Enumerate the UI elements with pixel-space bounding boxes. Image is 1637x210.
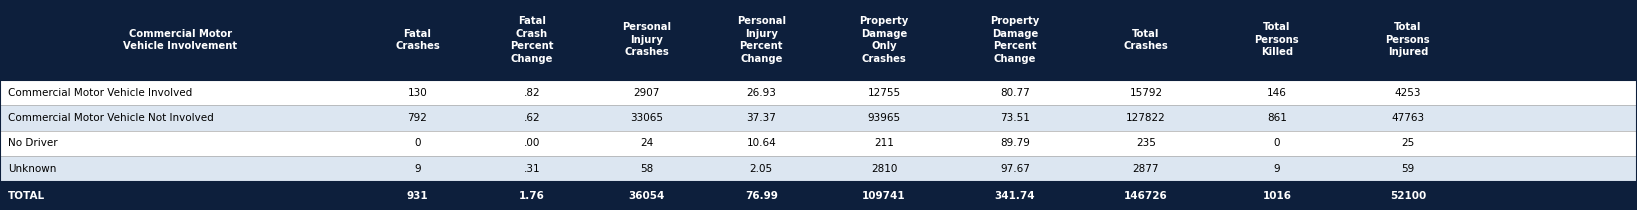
- Text: 792: 792: [408, 113, 427, 123]
- Text: .31: .31: [524, 164, 540, 174]
- Text: 1.76: 1.76: [519, 191, 545, 201]
- Text: 47763: 47763: [1391, 113, 1424, 123]
- Text: 36054: 36054: [629, 191, 665, 201]
- Text: 80.77: 80.77: [1000, 88, 1030, 97]
- Text: 89.79: 89.79: [1000, 138, 1030, 148]
- Text: 58: 58: [640, 164, 653, 174]
- Text: 37.37: 37.37: [746, 113, 776, 123]
- Text: 2907: 2907: [634, 88, 660, 97]
- Text: 235: 235: [1136, 138, 1156, 148]
- Text: 33065: 33065: [630, 113, 663, 123]
- Text: TOTAL: TOTAL: [8, 191, 46, 201]
- FancyBboxPatch shape: [0, 80, 1637, 105]
- Text: No Driver: No Driver: [8, 138, 57, 148]
- Text: Unknown: Unknown: [8, 164, 57, 174]
- Text: Total
Crashes: Total Crashes: [1123, 29, 1169, 51]
- FancyBboxPatch shape: [0, 156, 1637, 182]
- Text: 9: 9: [1274, 164, 1280, 174]
- Text: 1016: 1016: [1262, 191, 1292, 201]
- Text: 0: 0: [414, 138, 421, 148]
- Text: .00: .00: [524, 138, 540, 148]
- Text: 9: 9: [414, 164, 421, 174]
- Text: 93965: 93965: [868, 113, 900, 123]
- Text: 2877: 2877: [1133, 164, 1159, 174]
- Text: 2810: 2810: [871, 164, 897, 174]
- Text: Fatal
Crash
Percent
Change: Fatal Crash Percent Change: [511, 16, 553, 63]
- Text: Commercial Motor Vehicle Not Involved: Commercial Motor Vehicle Not Involved: [8, 113, 214, 123]
- Text: Commercial Motor Vehicle Involved: Commercial Motor Vehicle Involved: [8, 88, 193, 97]
- Text: 146726: 146726: [1125, 191, 1167, 201]
- Text: 0: 0: [1274, 138, 1280, 148]
- Text: 211: 211: [874, 138, 894, 148]
- Text: Property
Damage
Percent
Change: Property Damage Percent Change: [990, 16, 1039, 63]
- Text: 59: 59: [1401, 164, 1414, 174]
- Text: Property
Damage
Only
Crashes: Property Damage Only Crashes: [859, 16, 909, 63]
- Text: .82: .82: [524, 88, 540, 97]
- Text: .62: .62: [524, 113, 540, 123]
- Text: 97.67: 97.67: [1000, 164, 1030, 174]
- Text: 861: 861: [1267, 113, 1287, 123]
- FancyBboxPatch shape: [0, 131, 1637, 156]
- Text: 130: 130: [408, 88, 427, 97]
- Text: 4253: 4253: [1395, 88, 1421, 97]
- Text: 2.05: 2.05: [750, 164, 773, 174]
- Text: Commercial Motor
Vehicle Involvement: Commercial Motor Vehicle Involvement: [123, 29, 237, 51]
- Text: 109741: 109741: [863, 191, 905, 201]
- Text: 25: 25: [1401, 138, 1414, 148]
- Text: 10.64: 10.64: [746, 138, 776, 148]
- Text: 931: 931: [406, 191, 429, 201]
- Text: 24: 24: [640, 138, 653, 148]
- Text: 26.93: 26.93: [746, 88, 776, 97]
- Text: Personal
Injury
Percent
Change: Personal Injury Percent Change: [737, 16, 786, 63]
- FancyBboxPatch shape: [0, 105, 1637, 131]
- Text: Total
Persons
Injured: Total Persons Injured: [1385, 22, 1431, 57]
- Text: Total
Persons
Killed: Total Persons Killed: [1254, 22, 1300, 57]
- Text: Personal
Injury
Crashes: Personal Injury Crashes: [622, 22, 671, 57]
- FancyBboxPatch shape: [0, 0, 1637, 80]
- Text: 341.74: 341.74: [995, 191, 1035, 201]
- Text: 146: 146: [1267, 88, 1287, 97]
- FancyBboxPatch shape: [0, 182, 1637, 210]
- Text: 127822: 127822: [1126, 113, 1166, 123]
- Text: 73.51: 73.51: [1000, 113, 1030, 123]
- Text: 12755: 12755: [868, 88, 900, 97]
- Text: Fatal
Crashes: Fatal Crashes: [395, 29, 440, 51]
- Text: 15792: 15792: [1130, 88, 1162, 97]
- Text: 76.99: 76.99: [745, 191, 778, 201]
- Text: 52100: 52100: [1390, 191, 1426, 201]
